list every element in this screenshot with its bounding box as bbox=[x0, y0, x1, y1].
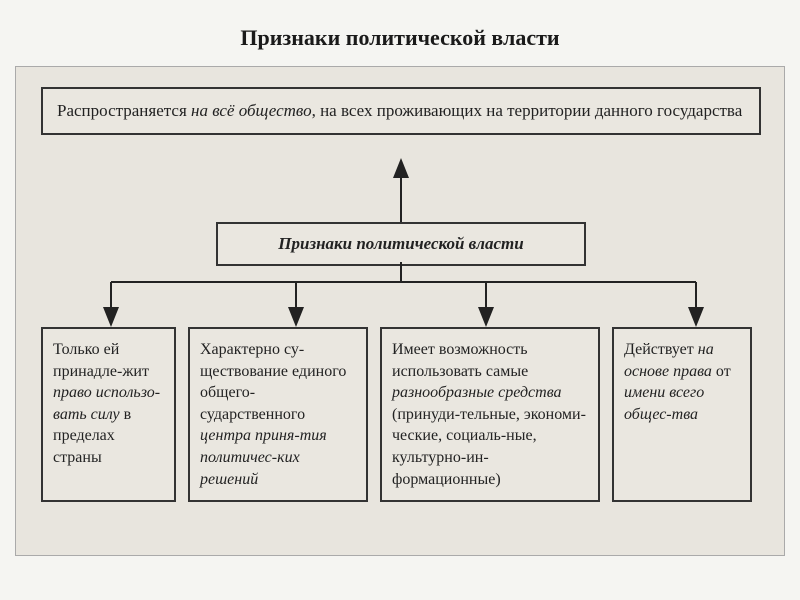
bb4-italic2: имени всего общес-тва bbox=[624, 384, 704, 423]
top-text-pre: Распространяется bbox=[57, 101, 191, 120]
bb4-post: от bbox=[712, 363, 731, 380]
bottom-box-1: Только ей принадле-жит право использо-ва… bbox=[41, 327, 176, 502]
page-title: Признаки политической власти bbox=[0, 0, 800, 66]
bottom-row: Только ей принадле-жит право использо-ва… bbox=[41, 327, 761, 502]
bottom-box-4: Действует на основе права от имени всего… bbox=[612, 327, 752, 502]
diagram-container: Распространяется на всё общество, на все… bbox=[15, 66, 785, 556]
bottom-box-2: Характерно су-ществование единого общего… bbox=[188, 327, 368, 502]
bb2-pre: Характерно су-ществование единого общего… bbox=[200, 341, 346, 423]
top-text-post: , на всех проживающих на территории данн… bbox=[312, 101, 743, 120]
bb3-post: (принуди-тельные, экономи-ческие, социал… bbox=[392, 406, 586, 488]
bb4-pre: Действует bbox=[624, 341, 698, 358]
bb1-italic: право использо-вать силу bbox=[53, 384, 160, 423]
bb3-pre: Имеет возможность использовать самые bbox=[392, 341, 528, 380]
center-box: Признаки политической власти bbox=[216, 222, 586, 266]
top-text-italic: на всё общество bbox=[191, 101, 312, 120]
bottom-box-3: Имеет возможность использовать самые раз… bbox=[380, 327, 600, 502]
center-label: Признаки политической власти bbox=[278, 234, 523, 253]
bb2-italic: центра приня-тия политичес-ких решений bbox=[200, 427, 327, 487]
bb3-italic: разнообразные средства bbox=[392, 384, 562, 401]
bb1-pre: Только ей принадле-жит bbox=[53, 341, 149, 380]
top-box: Распространяется на всё общество, на все… bbox=[41, 87, 761, 135]
